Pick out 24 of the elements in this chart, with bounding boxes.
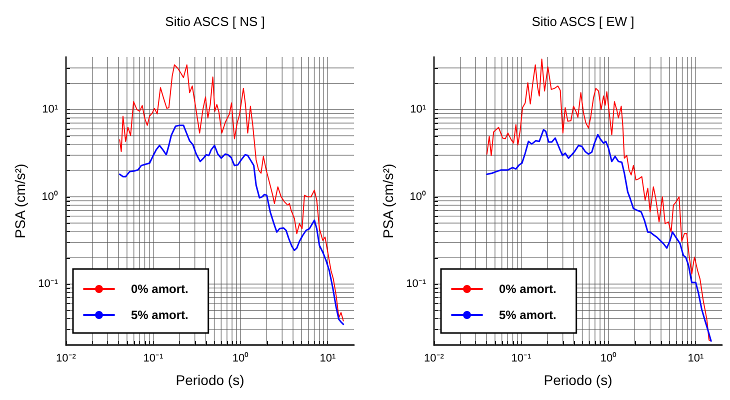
y-tick-label: 10⁰ [42,190,58,203]
x-tick-label: 10⁰ [232,352,249,364]
y-tick-label: 10⁻¹ [406,278,426,290]
y-axis-title: PSA (cm/s²) [12,164,28,238]
x-tick-label: 10⁻¹ [143,352,164,364]
x-tick-label: 10⁰ [600,352,617,364]
y-axis-title: PSA (cm/s²) [380,164,396,238]
y-tick-label: 10⁻¹ [38,278,58,290]
x-tick-label: 10⁻² [56,352,76,364]
y-tick-label: 10⁰ [410,190,426,203]
chart-title: Sitio ASCS [ EW ] [532,14,634,29]
y-tick-label: 10¹ [42,104,58,116]
legend-label: 0% amort. [131,282,188,296]
x-axis-title: Periodo (s) [544,372,612,388]
x-axis-title: Periodo (s) [176,372,244,388]
legend-label: 0% amort. [499,282,556,296]
chart-title: Sitio ASCS [ NS ] [165,14,265,29]
legend-label: 5% amort. [499,308,556,322]
x-tick-label: 10¹ [320,352,336,364]
y-tick-label: 10¹ [410,104,426,116]
legend-label: 5% amort. [131,308,188,322]
x-tick-label: 10⁻² [424,352,444,364]
x-tick-label: 10¹ [688,352,704,364]
x-tick-label: 10⁻¹ [511,352,532,364]
